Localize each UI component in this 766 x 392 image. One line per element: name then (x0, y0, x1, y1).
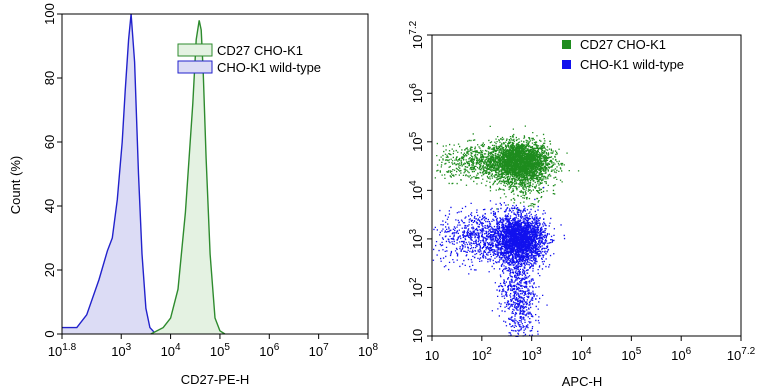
histogram-y-tick-label-3: 60 (42, 135, 57, 149)
scatter-y-ticks: 10 102 103 104 105 106 107.2 (408, 20, 432, 343)
scatter-legend-swatch-1 (562, 60, 571, 69)
scatter-y-tick-label-group-3: 104 (408, 180, 425, 200)
histogram-plot-frame (61, 13, 369, 335)
scatter-x-ticks: 10 102 103 104 105 106 107.2 (425, 336, 756, 363)
histogram-y-tick-label-0: 0 (42, 330, 57, 337)
scatter-cluster-1-1 (432, 202, 552, 275)
scatter-x-tick-label-5: 106 (671, 346, 691, 363)
scatter-y-tick-label-group-4: 105 (408, 131, 425, 151)
scatter-y-tick-label-1: 102 (408, 277, 425, 297)
histogram-legend-swatch-1 (177, 60, 213, 74)
scatter-y-tick-label-2: 103 (408, 228, 425, 248)
histogram-x-tick-label-0: 101.8 (48, 342, 77, 359)
scatter-legend-swatch-0 (562, 40, 571, 49)
histogram-line-1 (62, 13, 157, 335)
scatter-y-tick-label-6: 107.2 (408, 20, 425, 49)
scatter-x-tick-label-2: 103 (522, 346, 542, 363)
scatter-legend-label-0: CD27 CHO-K1 (580, 37, 666, 52)
histogram-y-tick-label-5: 100 (42, 3, 57, 25)
histogram-legend: CD27 CHO-K1 CHO-K1 wild-type (177, 43, 321, 75)
scatter-y-tick-label-3: 104 (408, 180, 425, 200)
histogram-x-tick-label-6: 108 (358, 342, 378, 359)
histogram-x-tick-label-1: 103 (111, 342, 131, 359)
histogram-x-tick-label-5: 107 (309, 342, 329, 359)
histogram-x-tick-label-3: 105 (210, 342, 230, 359)
scatter-cluster-1-0 (480, 186, 566, 282)
scatter-x-tick-label-3: 104 (572, 346, 592, 363)
scatter-y-tick-label-group-6: 107.2 (408, 20, 425, 49)
histogram-area-1 (62, 14, 156, 334)
histogram-y-axis-title: Count (%) (8, 156, 23, 215)
scatter-y-tick-label-group-1: 102 (408, 277, 425, 297)
histogram-panel: 101.8 103 104 105 106 107 108 0 20 40 60 80 100 CD2… (8, 3, 378, 387)
scatter-series-1 (432, 186, 566, 337)
scatter-cluster-0-0 (463, 125, 570, 201)
scatter-x-tick-label-4: 105 (621, 346, 641, 363)
scatter-x-tick-label-1: 102 (472, 346, 492, 363)
scatter-legend: CD27 CHO-K1 CHO-K1 wild-type (562, 37, 684, 72)
scatter-y-tick-label-5: 106 (408, 83, 425, 103)
histogram-x-axis-title: CD27-PE-H (181, 372, 250, 387)
scatter-y-tick-label-0: 10 (410, 329, 425, 343)
scatter-y-tick-label-group-0: 10 (410, 329, 425, 343)
histogram-y-tick-label-2: 40 (42, 199, 57, 213)
histogram-x-tick-label-4: 106 (259, 342, 279, 359)
histogram-legend-swatch-0 (177, 43, 213, 57)
histogram-x-ticks: 101.8 103 104 105 106 107 108 (48, 334, 378, 359)
scatter-x-axis-title: APC-H (562, 374, 602, 389)
histogram-legend-label-0: CD27 CHO-K1 (217, 43, 303, 58)
histogram-y-ticks: 0 20 40 60 80 100 (42, 3, 62, 338)
histogram-y-tick-label-1: 20 (42, 263, 57, 277)
scatter-y-tick-label-group-5: 106 (408, 83, 425, 103)
scatter-x-tick-label-0: 10 (425, 348, 439, 363)
scatter-points-group (432, 125, 580, 337)
histogram-series-group (62, 13, 226, 335)
scatter-x-tick-label-6: 107.2 (727, 346, 756, 363)
scatter-y-tick-label-4: 105 (408, 131, 425, 151)
scatter-y-tick-label-group-2: 103 (408, 228, 425, 248)
scatter-plot-frame (431, 34, 742, 337)
scatter-panel: 10 102 103 104 105 106 107.2 10 102 103 104 105 106… (408, 20, 756, 389)
histogram-line-0 (150, 20, 226, 335)
histogram-y-tick-label-4: 80 (42, 71, 57, 85)
histogram-legend-label-1: CHO-K1 wild-type (217, 60, 321, 75)
scatter-legend-label-1: CHO-K1 wild-type (580, 57, 684, 72)
histogram-x-tick-label-2: 104 (161, 342, 181, 359)
scatter-series-0 (434, 125, 580, 212)
